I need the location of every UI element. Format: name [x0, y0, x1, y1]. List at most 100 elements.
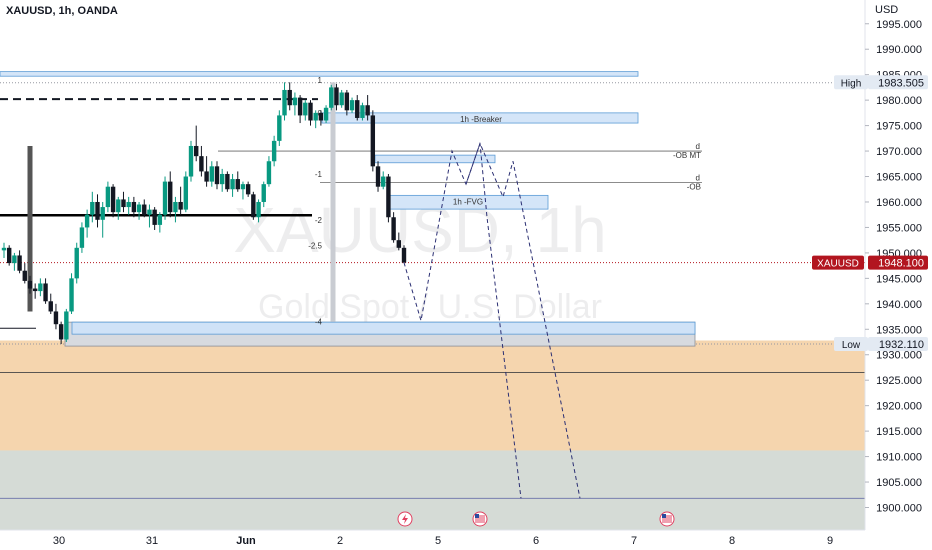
candle	[204, 156, 209, 187]
candle-body	[157, 214, 163, 225]
candle-body	[116, 199, 121, 213]
candle-body	[240, 184, 246, 190]
price-axis-label: 1995.000	[876, 19, 922, 31]
candle	[121, 191, 126, 213]
candle	[168, 171, 173, 218]
candle-body	[27, 280, 33, 289]
candle	[12, 252, 17, 271]
candle	[162, 176, 168, 220]
price-axis-label: 1910.000	[876, 452, 922, 464]
candle	[303, 100, 308, 121]
candle	[261, 181, 266, 208]
candle	[360, 102, 365, 121]
candle-body	[194, 145, 199, 157]
zone-top	[0, 71, 639, 77]
candle-body	[271, 140, 277, 162]
candle	[17, 250, 22, 274]
ob-mt-label-d: d	[696, 142, 700, 151]
candle-body	[225, 173, 230, 190]
candle-body	[282, 89, 287, 116]
candle	[355, 95, 360, 121]
candle	[251, 191, 256, 220]
candle-body	[12, 255, 17, 264]
candle-body	[381, 176, 386, 187]
candle-body	[303, 102, 308, 116]
projection-path-alt	[465, 143, 522, 499]
ob-label: -OB	[687, 183, 701, 192]
candle-body	[43, 283, 48, 302]
candle-body	[256, 201, 261, 218]
us-flag-event-icon[interactable]	[472, 511, 488, 527]
candle	[344, 89, 350, 116]
price-axis-label: 1980.000	[876, 95, 922, 107]
candle-body	[22, 270, 27, 281]
candle-body	[297, 97, 303, 116]
candle-body	[131, 201, 137, 213]
candle	[84, 209, 90, 238]
candle-body	[209, 166, 214, 182]
candle	[27, 275, 33, 294]
price-axis-label: 1990.000	[876, 44, 922, 56]
candle-body	[292, 97, 298, 106]
candle	[38, 278, 43, 297]
candle	[43, 278, 48, 304]
candle	[318, 110, 324, 126]
candle-body	[349, 100, 355, 111]
high-marker-label-bg	[834, 75, 868, 90]
candle-body	[391, 217, 396, 241]
candle-body	[147, 209, 152, 215]
candle	[256, 199, 261, 223]
candle-body	[401, 247, 407, 263]
candle	[178, 186, 183, 215]
currency-label: USD	[875, 4, 899, 16]
candle-body	[318, 112, 324, 121]
candle-body	[90, 201, 95, 215]
candle-body	[38, 283, 43, 292]
price-axis-label: 1905.000	[876, 477, 922, 489]
lightning-event-icon[interactable]	[397, 511, 413, 527]
candle-body	[199, 156, 204, 172]
candle	[209, 161, 214, 187]
candle	[365, 95, 370, 121]
candle-body	[183, 176, 189, 210]
low-marker-label-bg	[834, 336, 868, 351]
candle	[152, 207, 157, 230]
candle	[329, 84, 334, 111]
candle	[292, 92, 298, 116]
candle-body	[277, 115, 282, 141]
candle-body	[136, 204, 142, 213]
price-axis-label: 1930.000	[876, 350, 922, 362]
candle	[79, 222, 85, 253]
candle-body	[365, 105, 370, 116]
candle-body	[126, 201, 131, 208]
price-axis-label: 1915.000	[876, 426, 922, 438]
candle	[53, 303, 59, 330]
candle	[142, 199, 147, 218]
candle-body	[168, 181, 173, 213]
candle	[183, 171, 189, 213]
candle-body	[214, 166, 220, 185]
candle	[339, 89, 344, 108]
candle	[349, 97, 355, 113]
last-price-symbol-bg	[812, 255, 864, 270]
candle	[194, 125, 199, 162]
price-axis-label: 1960.000	[876, 197, 922, 209]
candle	[173, 196, 178, 223]
candle	[240, 181, 246, 200]
candle	[6, 245, 12, 266]
demand-zone-orange	[0, 340, 865, 451]
candle-body	[313, 112, 318, 121]
candle-body	[58, 324, 64, 340]
candle	[157, 212, 163, 233]
candle	[74, 242, 79, 284]
high-marker-value-bg	[868, 75, 928, 90]
candle-body	[287, 89, 292, 106]
price-axis-label: 1920.000	[876, 401, 922, 413]
price-axis-label: 1945.000	[876, 273, 922, 285]
candle	[131, 196, 137, 218]
us-flag-event-icon[interactable]	[659, 511, 675, 527]
candle	[271, 135, 277, 167]
candle	[147, 204, 152, 228]
candle	[105, 181, 111, 213]
